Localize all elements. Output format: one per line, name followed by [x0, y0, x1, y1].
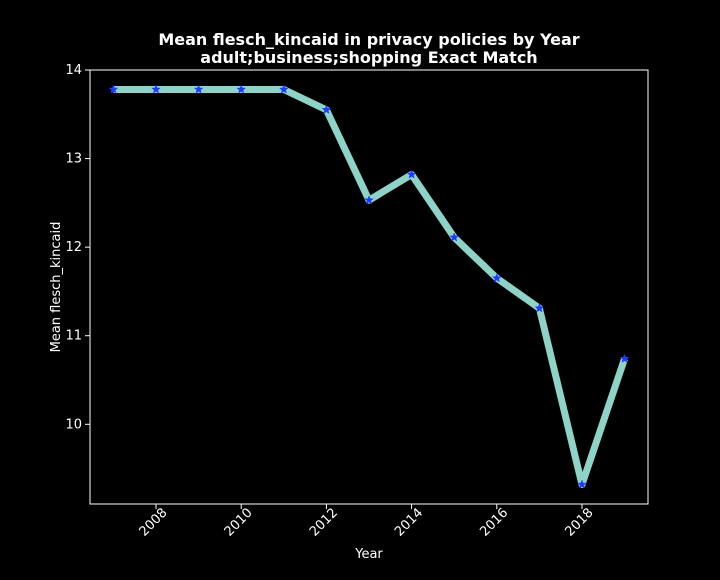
data-point-marker	[321, 104, 332, 114]
chart-subtitle: adult;business;shopping Exact Match	[200, 48, 537, 67]
data-point-marker	[534, 303, 545, 313]
y-tick-label: 13	[65, 152, 82, 167]
data-point-marker	[577, 479, 587, 489]
y-tick-label: 14	[65, 63, 82, 78]
y-tick-label: 10	[65, 417, 82, 432]
chart-title: Mean flesch_kincaid in privacy policies …	[158, 30, 579, 49]
y-axis-ticks: 10 11 12 13 14	[65, 63, 90, 432]
series-markers	[108, 84, 630, 489]
data-point-marker	[364, 195, 374, 205]
data-point-marker	[151, 84, 161, 94]
y-axis-label: Mean flesch_kincaid	[49, 222, 64, 353]
y-tick-label: 11	[65, 329, 82, 344]
data-point-marker	[193, 84, 204, 94]
plot-area-frame	[89, 69, 649, 505]
x-axis-label: Year	[354, 547, 383, 562]
data-point-marker	[108, 84, 119, 94]
data-point-marker	[278, 84, 289, 94]
data-point-marker	[491, 273, 502, 283]
data-point-marker	[619, 353, 630, 363]
y-tick-label: 12	[65, 240, 82, 255]
data-point-marker	[406, 169, 417, 179]
data-point-marker	[236, 84, 247, 94]
data-point-marker	[449, 232, 460, 242]
